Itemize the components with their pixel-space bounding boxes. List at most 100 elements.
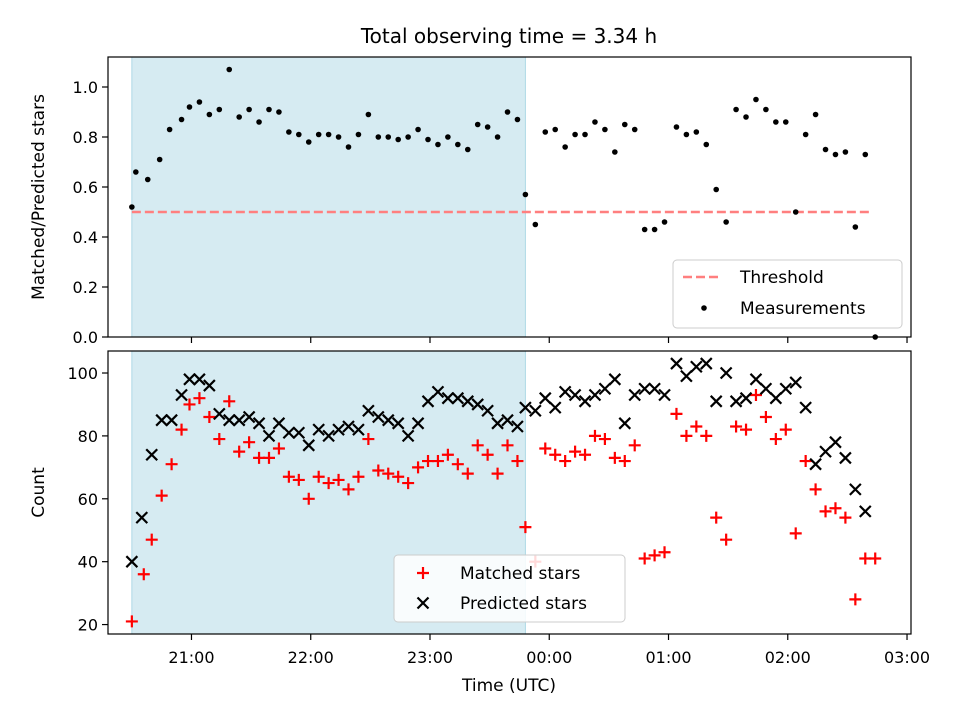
predicted-star-point <box>739 391 753 405</box>
measurement-point <box>552 126 559 133</box>
predicted-star-point <box>362 404 375 418</box>
bottom-legend: Matched stars Predicted stars <box>393 554 626 623</box>
matched-star-point <box>658 546 671 559</box>
matched-star-point <box>362 433 375 446</box>
predicted-star-point <box>322 429 335 443</box>
predicted-star-point <box>628 388 641 402</box>
matched-star-point <box>519 521 532 534</box>
matched-star-point <box>819 505 832 518</box>
matched-star-point <box>690 420 703 433</box>
matched-star-point <box>608 451 621 464</box>
measurement-point <box>186 104 193 110</box>
matched-star-point <box>680 429 693 442</box>
predicted-star-point <box>749 373 763 386</box>
matched-star-point <box>559 455 572 468</box>
predicted-star-point <box>829 435 842 449</box>
measurement-point <box>355 131 362 138</box>
matched-star-point <box>193 392 206 405</box>
legend-measurement-label: Measurements <box>740 299 866 319</box>
predicted-star-point <box>461 395 475 408</box>
predicted-star-point <box>193 373 206 386</box>
measurement-point <box>522 191 529 198</box>
measurement-point <box>621 121 628 128</box>
top-axes-frame <box>107 56 912 338</box>
measurement-point <box>842 149 849 155</box>
top-panel: 0.0 0.2 0.4 0.6 0.8 1.0 Matched/Predicted sta… <box>29 56 912 347</box>
measurement-point <box>832 151 839 158</box>
matched-star-point <box>749 389 762 402</box>
predicted-star-point <box>222 413 236 427</box>
matched-star-point <box>869 552 882 565</box>
measurement-point <box>862 151 869 158</box>
measurement-point <box>315 131 322 138</box>
matched-star-point <box>511 455 524 468</box>
measurement-point <box>206 111 213 118</box>
chart-title: Total observing time = 3.34 h <box>360 24 657 48</box>
matched-star-point <box>720 533 733 546</box>
matched-star-point <box>628 439 641 452</box>
legend-measurement-swatch <box>701 305 707 311</box>
predicted-star-point <box>401 429 415 443</box>
measurement-points <box>129 66 879 340</box>
predicted-star-point <box>699 357 713 370</box>
predicted-star-point <box>839 451 852 465</box>
y-tick-label: 20 <box>78 616 98 635</box>
matched-star-point <box>740 423 753 436</box>
predicted-star-point <box>411 417 425 430</box>
legend-threshold-label: Threshold <box>739 268 824 288</box>
matched-star-point <box>183 398 196 411</box>
predicted-star-point <box>125 555 139 568</box>
predicted-star-point <box>391 417 405 430</box>
measurement-point <box>246 106 252 113</box>
y-tick-label: 60 <box>78 490 98 509</box>
predicted-star-point <box>262 429 276 443</box>
measurement-point <box>852 224 859 230</box>
matched-star-point <box>431 455 444 468</box>
predicted-star-point <box>491 417 504 430</box>
top-y-axis: 0.0 0.2 0.4 0.6 0.8 1.0 <box>73 78 108 347</box>
matched-star-point <box>312 470 325 483</box>
predicted-star-point <box>799 401 812 414</box>
predicted-star-point <box>809 457 822 471</box>
predicted-star-point <box>431 385 445 399</box>
predicted-star-point <box>183 373 196 386</box>
measurement-point <box>683 131 690 138</box>
predicted-star-point <box>538 391 552 405</box>
measurement-point <box>365 111 372 118</box>
measurement-point <box>582 131 588 138</box>
matched-star-point <box>598 433 611 446</box>
x-marker <box>416 596 430 610</box>
predicted-star-point <box>481 404 494 418</box>
measurement-point <box>385 134 392 140</box>
predicted-star-point <box>608 373 622 386</box>
x-tick-label: 00:00 <box>526 648 572 667</box>
measurement-point <box>286 129 292 135</box>
matched-star-point <box>322 477 335 490</box>
matched-star-point <box>759 411 772 424</box>
y-tick-label: 1.0 <box>73 78 98 97</box>
predicted-star-point <box>155 413 168 427</box>
matched-star-point <box>491 467 504 480</box>
predicted-star-point <box>232 413 246 427</box>
measurement-point <box>661 219 668 225</box>
matched-star-point <box>292 473 305 486</box>
measurement-point <box>562 144 568 150</box>
legend-matched-swatch <box>417 567 429 579</box>
matched-star-point <box>262 451 275 464</box>
matched-star-point <box>809 483 822 496</box>
measurement-point <box>178 116 185 123</box>
predicted-star-point <box>451 391 465 405</box>
predicted-star-point <box>342 420 355 433</box>
measurement-point <box>822 146 829 153</box>
x-tick-label: 22:00 <box>288 648 334 667</box>
predicted-star-point <box>670 357 683 370</box>
bottom-y-axis: 20 40 60 80 100 <box>67 364 108 635</box>
measurement-point <box>673 124 680 130</box>
matched-star-point <box>451 458 464 471</box>
legend-predicted-label: Predicted stars <box>460 594 587 614</box>
measurement-point <box>494 134 501 140</box>
y-tick-label: 0.0 <box>73 328 98 347</box>
measurement-point <box>733 106 739 113</box>
matched-star-point <box>829 502 842 515</box>
matched-star-point <box>125 615 138 628</box>
